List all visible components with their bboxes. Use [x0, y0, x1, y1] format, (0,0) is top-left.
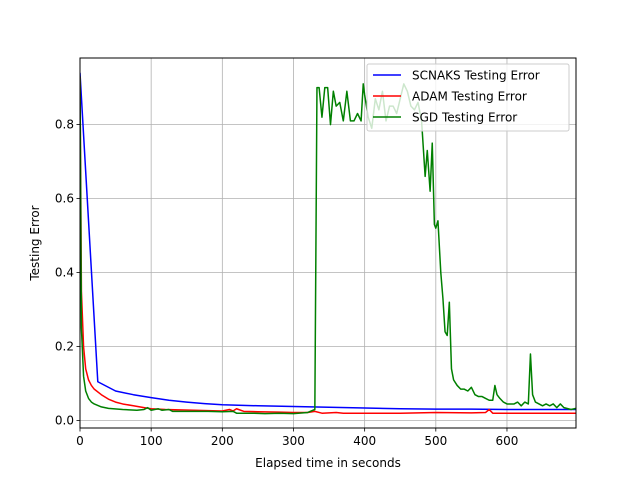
legend-entry-label: ADAM Testing Error — [412, 90, 527, 104]
y-tick-label: 0.6 — [55, 192, 74, 206]
legend: SCNAKS Testing Error ADAM Testing Error SG… — [366, 63, 570, 132]
legend-box — [366, 63, 570, 132]
x-tick-label: 300 — [282, 434, 305, 448]
x-tick-label: 400 — [353, 434, 376, 448]
y-axis-label: Testing Error — [28, 205, 42, 281]
legend-entry-label: SCNAKS Testing Error — [412, 69, 540, 83]
x-tick-label: 500 — [424, 434, 447, 448]
y-tick-label: 0.4 — [55, 266, 74, 280]
series-line-2 — [80, 76, 576, 414]
y-tick-label: 0.8 — [55, 118, 74, 132]
plot-frame — [79, 57, 577, 429]
x-axis-label: Elapsed time in seconds — [255, 456, 401, 470]
x-tick-label: 200 — [211, 434, 234, 448]
grid-lines — [79, 58, 576, 428]
x-axis: 0 100 200 300 400 500 600 — [76, 428, 518, 448]
y-tick-label: 0.2 — [55, 340, 74, 354]
series-line-1 — [80, 72, 576, 411]
y-tick-label: 0.0 — [55, 414, 74, 428]
y-axis: 0.0 0.2 0.4 0.6 0.8 — [55, 118, 80, 428]
x-tick-label: 0 — [76, 434, 84, 448]
x-tick-label: 100 — [140, 434, 163, 448]
legend-entry-label: SGD Testing Error — [412, 111, 517, 125]
x-tick-label: 600 — [496, 434, 519, 448]
